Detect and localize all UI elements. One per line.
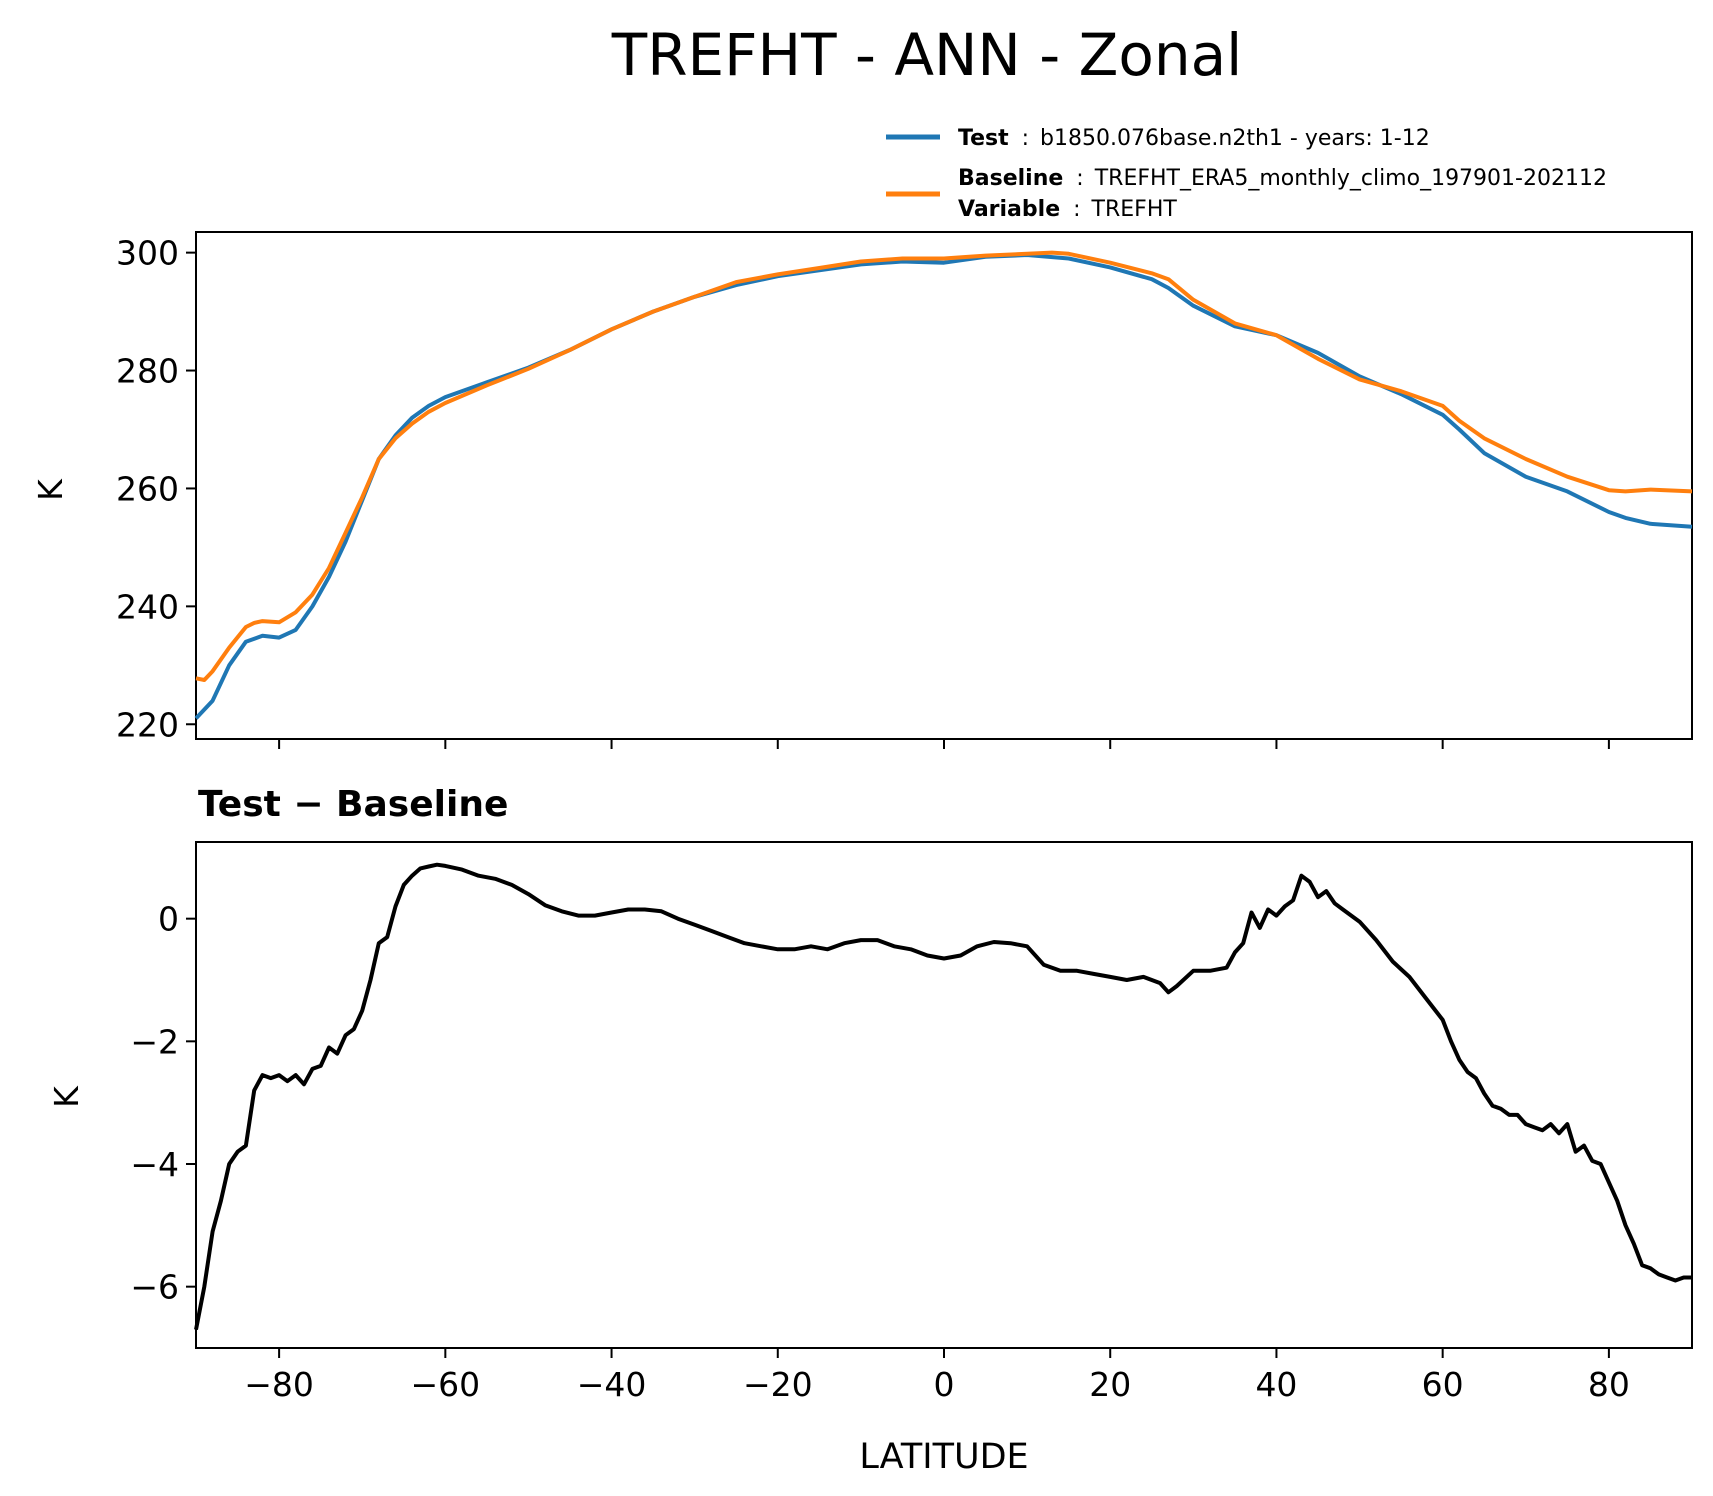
x-tick-label: −60 bbox=[411, 1365, 481, 1404]
baseline-series-line bbox=[195, 250, 1693, 682]
top-series bbox=[194, 250, 1693, 720]
top-y-tick-label: 260 bbox=[116, 469, 179, 508]
top-panel: 220 240 260 280 300 K bbox=[31, 231, 1693, 749]
bottom-y-axis-label: K bbox=[47, 1085, 86, 1108]
x-tick-label: −40 bbox=[577, 1365, 647, 1404]
x-tick-label: 40 bbox=[1255, 1365, 1297, 1404]
top-y-tick-label: 240 bbox=[116, 587, 179, 626]
top-plot-frame bbox=[195, 231, 1693, 740]
top-x-axis bbox=[278, 739, 1610, 749]
x-tick-label: −20 bbox=[743, 1365, 813, 1404]
top-y-axis-label: K bbox=[31, 478, 70, 501]
x-tick-label: 60 bbox=[1422, 1365, 1464, 1404]
legend: Test : b1850.076base.n2th1 - years: 1-12… bbox=[886, 126, 1607, 222]
top-y-axis: 220 240 260 280 300 bbox=[116, 234, 196, 744]
legend-variable-text: Variable : TREFHT bbox=[958, 197, 1177, 222]
bottom-y-tick-label: 0 bbox=[158, 900, 179, 939]
bottom-plot-frame bbox=[195, 841, 1693, 1349]
legend-separator: : bbox=[1022, 126, 1029, 151]
top-y-tick-label: 220 bbox=[116, 705, 179, 744]
legend-test-text: Test : b1850.076base.n2th1 - years: 1-12 bbox=[958, 126, 1430, 151]
legend-test-label: Test bbox=[958, 126, 1009, 151]
bottom-series bbox=[194, 862, 1692, 1330]
x-tick-label: 20 bbox=[1089, 1365, 1131, 1404]
legend-baseline-label: Baseline bbox=[958, 166, 1063, 191]
difference-series-line bbox=[194, 862, 1692, 1330]
bottom-panel: Test − Baseline −6−4−20 −80 −60 −40 −20 0 20 4… bbox=[47, 784, 1693, 1477]
top-y-tick-label: 280 bbox=[116, 352, 179, 391]
legend-baseline-text: Baseline : TREFHT_ERA5_monthly_climo_197… bbox=[958, 166, 1607, 191]
bottom-x-axis: −80 −60 −40 −20 0 20 40 60 80 bbox=[244, 1348, 1630, 1404]
legend-separator: : bbox=[1073, 197, 1080, 222]
bottom-y-tick-label: −4 bbox=[130, 1145, 179, 1184]
legend-variable-label: Variable bbox=[958, 197, 1060, 222]
x-tick-label: −80 bbox=[244, 1365, 314, 1404]
legend-test-value: b1850.076base.n2th1 - years: 1-12 bbox=[1040, 126, 1430, 151]
bottom-y-tick-label: −2 bbox=[130, 1022, 179, 1061]
bottom-y-axis: −6 −4 −2 0 bbox=[130, 900, 196, 1307]
legend-separator: : bbox=[1076, 166, 1083, 191]
x-tick-label: 0 bbox=[934, 1365, 955, 1404]
difference-panel-title: Test − Baseline bbox=[198, 784, 508, 825]
x-axis-label: LATITUDE bbox=[859, 1437, 1028, 1477]
bottom-y-tick-label: −6 bbox=[130, 1268, 179, 1307]
top-y-tick-label: 300 bbox=[116, 234, 179, 273]
figure-title: TREFHT - ANN - Zonal bbox=[611, 21, 1242, 89]
x-tick-label: 80 bbox=[1588, 1365, 1630, 1404]
test-series-line bbox=[194, 253, 1693, 720]
legend-baseline-value: TREFHT_ERA5_monthly_climo_197901-202112 bbox=[1094, 166, 1607, 191]
legend-variable-value: TREFHT bbox=[1091, 197, 1178, 222]
